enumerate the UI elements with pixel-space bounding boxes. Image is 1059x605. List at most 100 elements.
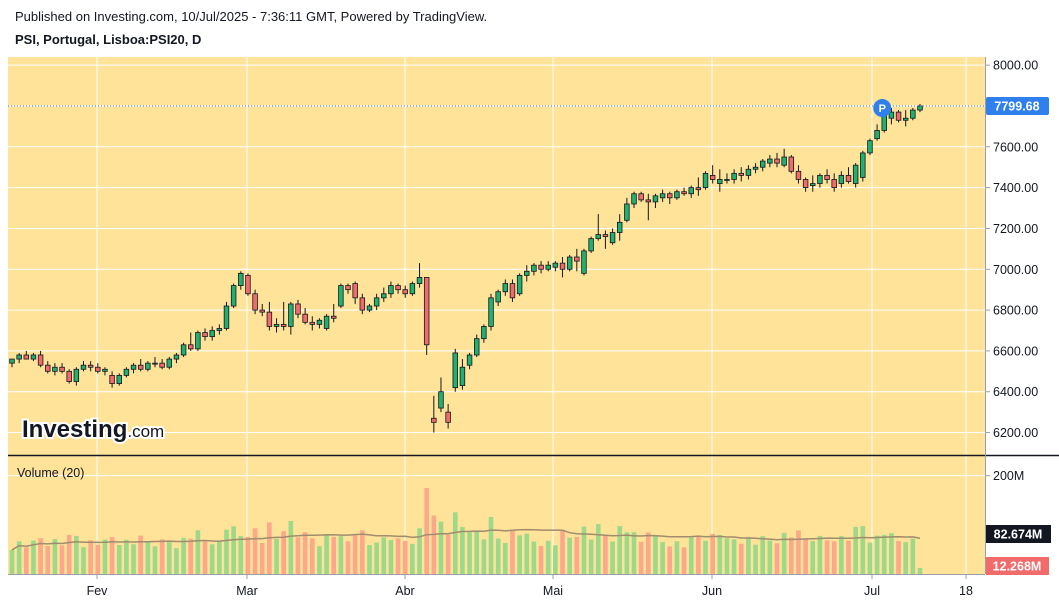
volume-bar (81, 547, 86, 574)
volume-bar (95, 544, 101, 574)
candle-body (37, 354, 44, 366)
candle-body (137, 364, 144, 370)
candle-body (652, 195, 659, 203)
volume-bar (181, 537, 186, 574)
volume-bar (853, 526, 858, 574)
candle-body (438, 391, 444, 409)
candle-body (738, 172, 744, 176)
volume-bar (624, 532, 630, 574)
candle-body (595, 234, 601, 240)
candle-body (581, 250, 587, 274)
volume-bar (360, 530, 365, 574)
svg-text:12.268M: 12.268M (993, 560, 1042, 574)
volume-bar (889, 533, 894, 574)
volume-bar (324, 534, 329, 574)
candle-body (717, 179, 723, 184)
candle-body (9, 358, 15, 364)
candle-body (273, 323, 280, 327)
volume-bar (138, 535, 144, 574)
candle-body (195, 332, 201, 350)
time-tick-label: Jun (702, 584, 722, 598)
volume-bar (309, 538, 315, 574)
logo: Investing.com (22, 416, 164, 443)
volume-bar (917, 567, 923, 574)
candle-body (774, 158, 780, 164)
volume-bar (610, 541, 615, 574)
candle-body (209, 330, 215, 338)
volume-bar (209, 544, 215, 574)
volume-bar (738, 543, 744, 574)
candle-body (116, 374, 122, 384)
volume-bar (703, 540, 708, 574)
candle-body (860, 152, 866, 178)
time-tick-label: Jul (864, 584, 880, 598)
candle-body (681, 191, 687, 195)
candle-body (545, 264, 551, 270)
volume-bar (231, 526, 236, 574)
volume-bar (638, 541, 644, 574)
candle-body (166, 358, 173, 368)
volume-bar (674, 541, 680, 574)
volume-bar (431, 515, 437, 574)
candle-body (609, 232, 616, 244)
volume-bar (238, 535, 244, 574)
candle-body (252, 293, 258, 311)
last-price-tag: 7799.68 (986, 97, 1049, 116)
volume-bar (467, 532, 472, 574)
candle-body (767, 158, 773, 164)
candle-body (674, 191, 680, 199)
candle-body (373, 297, 380, 307)
candle-body (245, 274, 251, 295)
volume-bar (74, 535, 79, 574)
volume-bar (688, 537, 694, 574)
volume-bar (481, 539, 487, 574)
volume-bar (52, 539, 58, 574)
volume-bar (417, 528, 422, 574)
candle-body (145, 362, 151, 370)
volume-bar (881, 534, 887, 574)
candles (9, 103, 923, 433)
volume-bar (317, 546, 322, 574)
candle-body (30, 354, 37, 360)
candle-body (331, 315, 337, 319)
volume-bar (796, 530, 801, 574)
volume-bar (352, 535, 358, 574)
price-axis: 8000.007800.007600.007400.007200.007000.… (985, 59, 1038, 440)
volume-bar (731, 539, 737, 574)
candle-body (266, 311, 273, 327)
candle-body (481, 326, 487, 340)
candle-body (795, 170, 802, 180)
candle-body (459, 366, 466, 387)
volume-bar (753, 544, 758, 574)
volume-bar (174, 548, 179, 574)
volume-bar (281, 531, 287, 574)
price-pane-background (8, 57, 985, 455)
candle-body (80, 364, 87, 370)
candle-body (238, 272, 244, 286)
candle-body (574, 256, 580, 262)
volume-bar (374, 542, 379, 574)
volume-bar (9, 549, 15, 574)
candle-body (709, 174, 716, 180)
price-tick-label: 7200.00 (993, 222, 1038, 236)
candle-body (695, 187, 702, 191)
volume-bar (202, 541, 208, 574)
volume-tick-label: 200M (993, 469, 1024, 483)
volume-bar (345, 541, 351, 574)
candle-body (295, 303, 301, 315)
p-marker[interactable]: P (873, 99, 892, 118)
svg-text:P: P (879, 103, 886, 115)
candle-body (280, 323, 287, 327)
volume-bar (302, 532, 308, 574)
volume-bar (724, 538, 730, 574)
volume-bar (538, 545, 544, 574)
volume-bar (545, 540, 551, 574)
volume-bar (474, 531, 480, 574)
candle-body (202, 332, 208, 338)
candle-body (602, 234, 609, 238)
volume-bar (696, 536, 701, 574)
candle-body (817, 174, 823, 184)
volume-bar (824, 540, 830, 574)
candle-body (302, 313, 308, 323)
